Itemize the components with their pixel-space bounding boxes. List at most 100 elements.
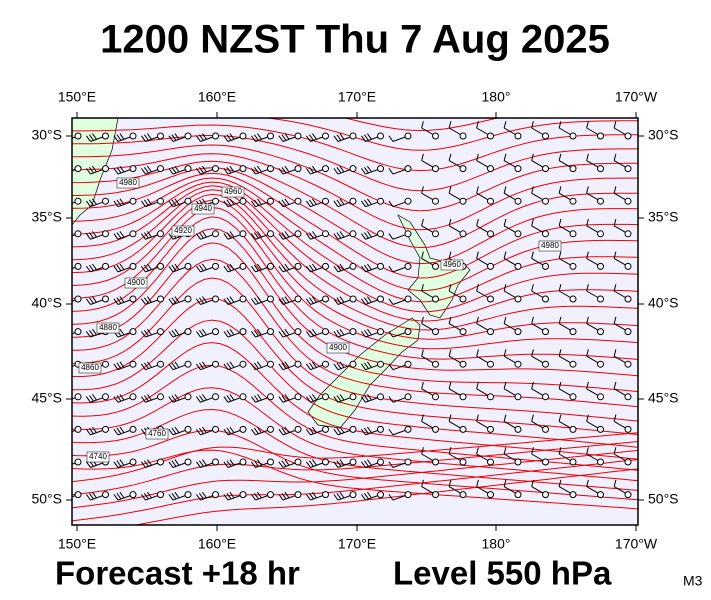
station xyxy=(432,491,439,499)
barb-feather xyxy=(62,363,66,369)
barb-feather xyxy=(92,328,97,336)
barb xyxy=(558,153,577,173)
barb-feather xyxy=(143,362,149,369)
barb-feather xyxy=(339,165,345,173)
barb-feather xyxy=(281,329,287,337)
barb xyxy=(223,295,247,305)
contour xyxy=(72,449,638,510)
barb-feather xyxy=(253,460,259,467)
bottom-lon-label: 170°E xyxy=(338,536,376,552)
barb xyxy=(531,316,549,336)
barb xyxy=(113,393,137,403)
barb-feather xyxy=(229,361,235,368)
station xyxy=(487,197,494,205)
station xyxy=(157,295,164,303)
barb-feather xyxy=(558,349,562,357)
contour xyxy=(72,441,638,496)
barb xyxy=(113,262,137,273)
barb-feather xyxy=(278,428,284,436)
barb xyxy=(250,393,274,403)
barb-feather xyxy=(140,461,146,468)
barb-feather xyxy=(558,251,562,259)
station xyxy=(404,328,412,336)
barb-feather xyxy=(113,494,119,501)
barb-feather xyxy=(333,331,339,338)
station xyxy=(184,458,192,466)
barb-feather xyxy=(168,298,174,305)
barb-feather xyxy=(363,395,369,402)
barb xyxy=(558,381,577,401)
barb xyxy=(278,360,302,371)
barb xyxy=(360,491,384,501)
station xyxy=(569,491,577,499)
barb-feather xyxy=(113,298,119,305)
barb xyxy=(388,262,412,273)
barb xyxy=(85,230,109,240)
barb-feather xyxy=(85,200,91,207)
barb-feather xyxy=(305,461,311,468)
barb xyxy=(503,414,522,433)
station xyxy=(377,425,384,433)
barb-feather xyxy=(305,428,311,436)
barb-feather xyxy=(92,296,97,303)
barb-feather xyxy=(278,265,284,273)
top-lon-label: 150°E xyxy=(58,89,96,105)
barb xyxy=(223,197,247,208)
barb xyxy=(586,479,604,499)
barb xyxy=(168,328,192,338)
barb xyxy=(448,447,467,466)
barb xyxy=(558,414,577,433)
barb-feather xyxy=(143,395,149,402)
station xyxy=(459,328,467,336)
barb-feather xyxy=(250,200,256,207)
barb xyxy=(168,393,192,403)
barb-feather xyxy=(174,394,180,401)
barb-feather xyxy=(367,133,372,140)
station xyxy=(569,165,577,173)
barb-feather xyxy=(586,121,589,129)
station xyxy=(514,262,522,270)
station xyxy=(184,165,192,173)
barb-feather xyxy=(171,427,177,435)
station xyxy=(267,295,274,303)
barb-feather xyxy=(363,329,369,337)
barb-feather xyxy=(119,459,125,466)
station xyxy=(597,458,604,466)
barb-feather xyxy=(174,263,180,270)
station xyxy=(597,328,604,336)
barb xyxy=(168,458,192,468)
barb-feather xyxy=(168,233,174,240)
barb xyxy=(333,458,357,468)
barb-feather xyxy=(119,491,125,499)
station xyxy=(239,328,247,336)
barb-feather xyxy=(62,298,66,304)
barb-feather xyxy=(116,297,122,304)
station xyxy=(349,360,357,368)
barb xyxy=(250,165,274,175)
barb xyxy=(305,230,329,240)
barb-feather xyxy=(168,265,174,273)
station xyxy=(239,197,247,205)
barb-feather xyxy=(284,231,290,238)
left-lat-label: 30°S xyxy=(31,127,62,143)
barb-feather xyxy=(171,460,177,467)
barb xyxy=(558,251,577,270)
barb-feather xyxy=(586,316,589,324)
station xyxy=(74,262,82,270)
station xyxy=(432,360,439,368)
barb-feather xyxy=(360,200,366,207)
station xyxy=(129,425,137,433)
barb-feather xyxy=(336,166,342,174)
barb-feather xyxy=(143,166,149,174)
barb xyxy=(558,284,577,303)
station xyxy=(212,393,219,401)
barb-feather xyxy=(116,395,122,402)
station xyxy=(184,425,192,433)
barb-feather xyxy=(281,297,287,304)
barb-feather xyxy=(360,298,366,305)
barb xyxy=(448,316,467,336)
barb xyxy=(305,295,329,305)
barb-feather xyxy=(59,234,63,240)
contour xyxy=(72,172,638,279)
barb-feather xyxy=(503,316,507,324)
